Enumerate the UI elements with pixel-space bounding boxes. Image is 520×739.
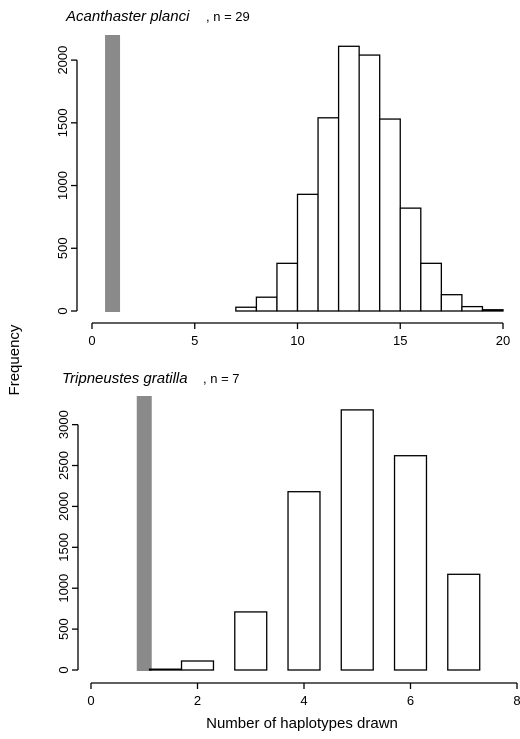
observed-haplotypes-bar [105, 35, 121, 312]
histogram-bar [276, 262, 299, 312]
observed-haplotypes-bar [136, 396, 152, 671]
histogram-bar [180, 660, 215, 671]
x-tick-label: 6 [407, 693, 414, 708]
y-tick-label: 0 [56, 666, 71, 673]
histogram-bar [358, 54, 381, 312]
x-tick-label: 0 [88, 333, 95, 348]
x-axis-title: Number of haplotypes drawn [206, 715, 398, 732]
x-tick-label: 8 [513, 693, 520, 708]
panel-acanthaster: Acanthaster planci , n = 29 0 5 10 15 20 0 500… [55, 8, 510, 348]
histogram-bar [148, 668, 183, 671]
x-tick-label: 0 [87, 693, 94, 708]
y-tick-label: 1500 [56, 533, 71, 562]
histogram-bar [447, 573, 481, 671]
histogram-bar [399, 207, 422, 312]
x-tick-label: 20 [496, 333, 510, 348]
y-tick-label: 2500 [56, 451, 71, 480]
panel-tripneustes: Tripneustes gratilla , n = 7 0 2 4 6 8 0 500 10… [56, 370, 520, 708]
histogram-bar [296, 193, 319, 312]
histogram-bar [337, 45, 360, 312]
y-tick-label: 2000 [56, 492, 71, 521]
histogram-bar [440, 294, 463, 312]
x-tick-label: 2 [194, 693, 201, 708]
histogram-bar [379, 118, 401, 312]
histogram-bar [481, 309, 504, 312]
x-tick-label: 4 [300, 693, 307, 708]
y-tick-label: 2000 [55, 46, 70, 75]
histogram-bar [461, 305, 484, 312]
histogram-bar [340, 409, 374, 671]
panel-title-tripneustes: Tripneustes gratilla [62, 370, 188, 387]
y-tick-label: 1000 [55, 171, 70, 200]
y-tick-label: 3000 [56, 410, 71, 439]
histogram-bar [317, 117, 340, 312]
x-tick-label: 10 [290, 333, 304, 348]
y-axis-title: Frequency [6, 324, 23, 395]
x-tick-label: 15 [393, 333, 407, 348]
panel-subtitle-tripneustes: , n = 7 [203, 371, 240, 386]
y-tick-label: 1500 [55, 108, 70, 137]
y-tick-label: 500 [55, 237, 70, 259]
y-tick-label: 500 [56, 618, 71, 640]
histogram-bar [234, 611, 268, 671]
panel-subtitle-acanthaster: , n = 29 [206, 9, 250, 24]
panel-title-acanthaster: Acanthaster planci [65, 8, 190, 25]
histogram-bar [420, 262, 442, 312]
histogram-bar [393, 455, 428, 671]
y-tick-label: 0 [55, 307, 70, 314]
y-tick-label: 1000 [56, 574, 71, 603]
histogram-bar [255, 296, 278, 312]
histogram-bar [235, 306, 258, 312]
histogram-bar [287, 491, 321, 671]
x-tick-label: 5 [191, 333, 198, 348]
